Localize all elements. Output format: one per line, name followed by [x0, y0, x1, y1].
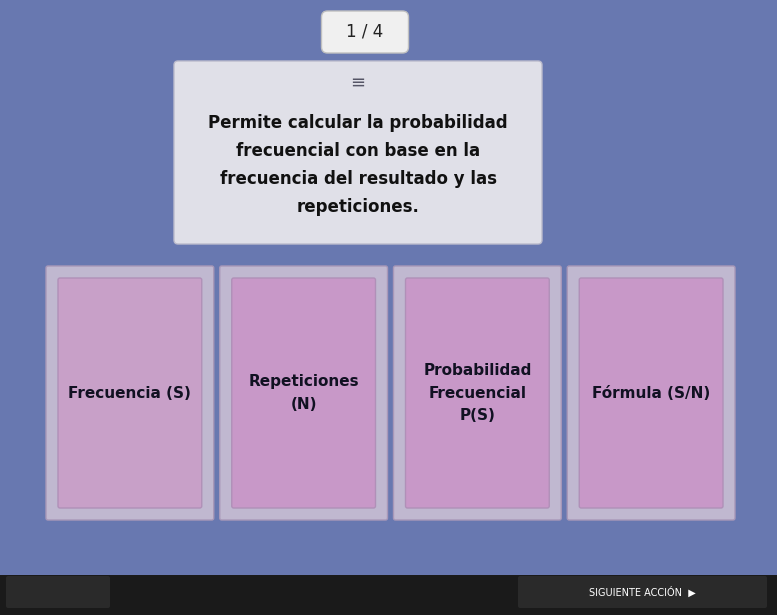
FancyBboxPatch shape	[579, 278, 723, 508]
FancyBboxPatch shape	[322, 11, 409, 53]
Text: Probabilidad
Frecuencial
P(S): Probabilidad Frecuencial P(S)	[423, 363, 531, 423]
FancyBboxPatch shape	[174, 61, 542, 244]
Text: ≡: ≡	[350, 74, 365, 92]
Text: Repeticiones
(N): Repeticiones (N)	[249, 375, 359, 411]
FancyBboxPatch shape	[46, 266, 214, 520]
FancyBboxPatch shape	[232, 278, 375, 508]
Text: SIGUIENTE ACCIÓN  ▶: SIGUIENTE ACCIÓN ▶	[589, 586, 695, 598]
FancyBboxPatch shape	[6, 576, 110, 608]
FancyBboxPatch shape	[393, 266, 561, 520]
Text: Fórmula (S/N): Fórmula (S/N)	[592, 386, 710, 400]
FancyBboxPatch shape	[567, 266, 735, 520]
FancyBboxPatch shape	[58, 278, 202, 508]
FancyBboxPatch shape	[220, 266, 388, 520]
Text: Permite calcular la probabilidad
frecuencial con base en la
frecuencia del resul: Permite calcular la probabilidad frecuen…	[208, 114, 508, 216]
FancyBboxPatch shape	[518, 576, 767, 608]
Text: 1 / 4: 1 / 4	[347, 23, 384, 41]
FancyBboxPatch shape	[406, 278, 549, 508]
Text: Frecuencia (S): Frecuencia (S)	[68, 386, 191, 400]
Bar	[0, 575, 777, 615]
